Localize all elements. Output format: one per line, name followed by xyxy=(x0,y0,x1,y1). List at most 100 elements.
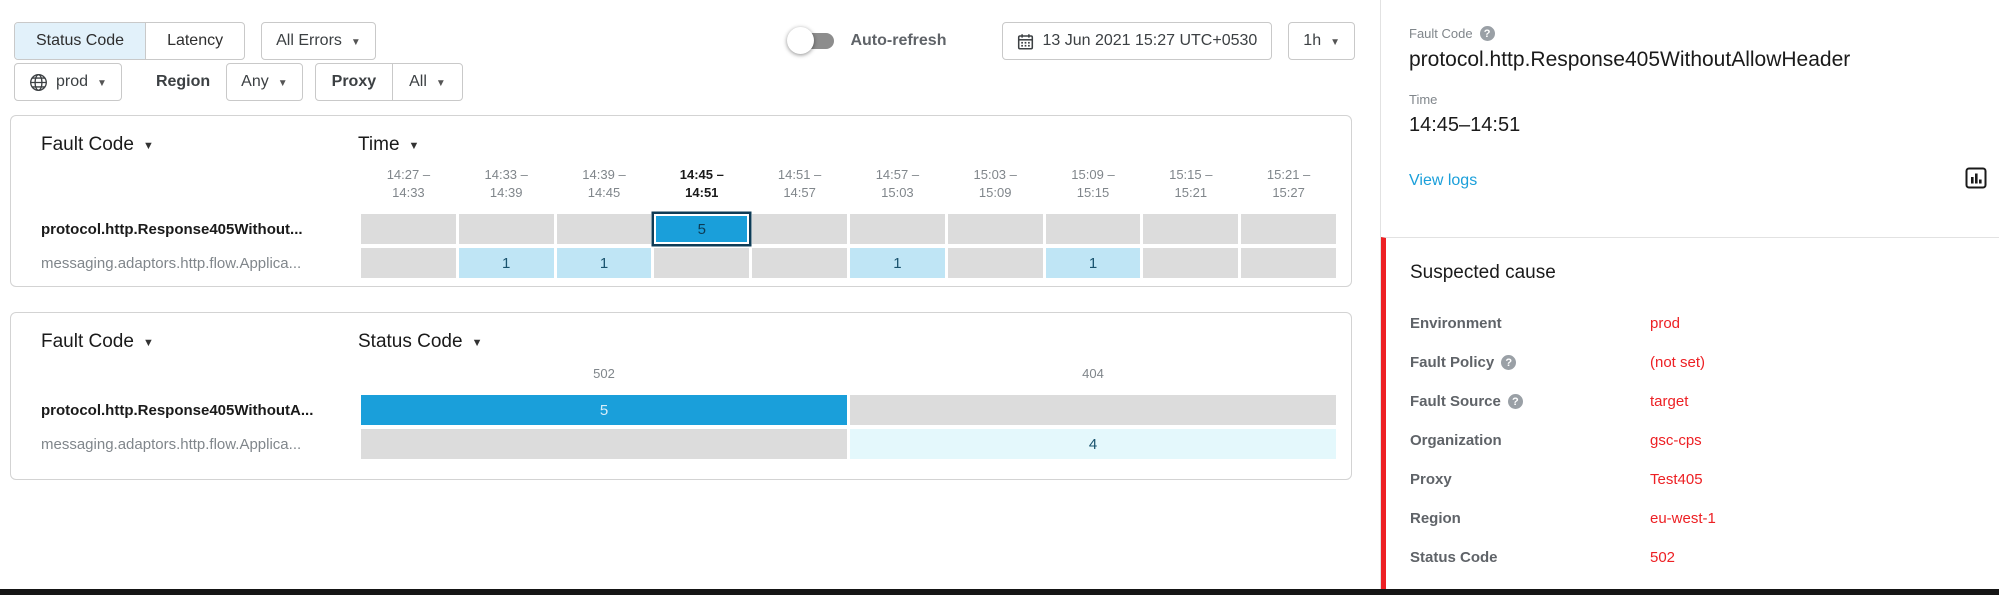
heat-cell-empty[interactable] xyxy=(1143,248,1239,278)
help-icon[interactable]: ? xyxy=(1507,394,1523,409)
heat-cell-empty[interactable] xyxy=(850,214,945,244)
environment-value: prod xyxy=(56,73,89,90)
fault-code-label: Fault Code xyxy=(1409,26,1473,41)
main-content: Status Code Latency All Errors ▼ Auto-re… xyxy=(10,22,1355,480)
kv-key: Region xyxy=(1410,510,1461,527)
kv-value: prod xyxy=(1650,315,1681,332)
kv-value: Test405 xyxy=(1650,471,1703,488)
heat-cell-empty[interactable] xyxy=(556,214,652,244)
suspected-cause-section: Suspected cause Environment prod Fault Pol… xyxy=(1381,237,1999,589)
heat-cell-empty[interactable] xyxy=(361,214,456,244)
chevron-down-icon: ▼ xyxy=(350,36,361,48)
col-dimension-label: Status Code xyxy=(358,331,463,352)
heat-cell-empty[interactable] xyxy=(458,214,554,244)
proxy-filter-label: Proxy xyxy=(331,73,377,90)
fault-code-field: Fault Code ? xyxy=(1409,26,1987,41)
column-header: 14:57 –15:03 xyxy=(875,167,920,200)
row-label[interactable]: messaging.adaptors.http.flow.Applica... xyxy=(41,254,302,272)
col-dimension-dropdown[interactable]: Status Code ▼ xyxy=(358,331,482,353)
column-header: 14:39 –14:45 xyxy=(582,167,626,200)
kv-key: Environment xyxy=(1410,315,1502,332)
heat-corner xyxy=(11,166,358,210)
chevron-down-icon: ▼ xyxy=(142,140,154,152)
heat-cell-empty[interactable] xyxy=(947,214,1043,244)
column-header: 404 xyxy=(1082,366,1104,381)
heat-cell[interactable]: 5 xyxy=(654,214,750,244)
row-label[interactable]: messaging.adaptors.http.flow.Applica... xyxy=(41,435,302,453)
heat-cell[interactable]: 1 xyxy=(1045,248,1141,278)
heat-cell[interactable]: 5 xyxy=(361,395,847,425)
time-label: Time xyxy=(1409,92,1438,107)
tab-status-code[interactable]: Status Code xyxy=(15,23,146,59)
region-value: Any xyxy=(241,73,269,90)
metric-tab-group: Status Code Latency xyxy=(14,22,246,60)
heat-cell-empty[interactable] xyxy=(850,395,1336,425)
proxy-value: All xyxy=(409,73,427,90)
column-header: 14:27 –14:33 xyxy=(386,167,431,200)
help-icon[interactable]: ? xyxy=(1479,26,1495,41)
auto-refresh-label: Auto-refresh xyxy=(850,32,947,49)
view-logs-row: View logs xyxy=(1409,167,1987,194)
heat-cell[interactable]: 1 xyxy=(556,248,652,278)
chevron-down-icon: ▼ xyxy=(97,77,107,89)
auto-refresh-toggle[interactable] xyxy=(787,27,835,54)
proxy-dropdown[interactable]: All ▼ xyxy=(392,64,462,100)
column-header: 15:09 –15:15 xyxy=(1071,167,1115,200)
column-header: 15:21 –15:27 xyxy=(1266,167,1311,200)
calendar-icon xyxy=(1017,33,1034,50)
proxy-filter-group: Proxy All ▼ xyxy=(314,63,463,101)
detail-panel: Fault Code ? protocol.http.Response405Wi… xyxy=(1380,0,1999,595)
heat-cell-empty[interactable] xyxy=(1143,214,1239,244)
column-header: 15:03 –15:09 xyxy=(973,167,1017,200)
view-logs-link[interactable]: View logs xyxy=(1409,171,1478,189)
errors-filter-label: All Errors xyxy=(276,32,342,49)
heatmap-card-time: Fault Code ▼ Time ▼ 14:27 –14:33 14:33 –1… xyxy=(10,115,1352,287)
heat-cell-empty[interactable] xyxy=(947,248,1043,278)
globe-icon xyxy=(29,73,48,92)
toggle-knob[interactable] xyxy=(787,27,815,54)
region-dropdown[interactable]: Any ▼ xyxy=(226,63,303,101)
kv-value: (not set) xyxy=(1650,354,1706,371)
kv-key: Fault Source? xyxy=(1410,382,1650,421)
heat-cell[interactable]: 1 xyxy=(458,248,554,278)
chevron-down-icon: ▼ xyxy=(408,140,420,152)
heatmap-grid-time: 14:27 –14:33 14:33 –14:39 14:39 –14:45 14:4… xyxy=(11,166,1336,278)
heatmap-card-status: Fault Code ▼ Status Code ▼ 502 404 protoco… xyxy=(10,312,1352,480)
kv-value: target xyxy=(1650,393,1689,410)
column-header: 14:33 –14:39 xyxy=(484,167,528,200)
column-header: 14:51 –14:57 xyxy=(777,167,822,200)
kv-key: Proxy xyxy=(1410,471,1452,488)
environment-dropdown[interactable]: prod ▼ xyxy=(14,63,122,101)
heat-cell-empty[interactable] xyxy=(752,248,847,278)
heat-cell-empty[interactable] xyxy=(654,248,750,278)
auto-refresh-control: Auto-refresh xyxy=(787,27,947,54)
row-label[interactable]: protocol.http.Response405Without... xyxy=(41,220,303,238)
heat-cell[interactable]: 4 xyxy=(850,429,1336,459)
column-header: 502 xyxy=(593,366,615,381)
time-range-value: 1h xyxy=(1303,32,1322,49)
row-dimension-dropdown[interactable]: Fault Code ▼ xyxy=(41,331,154,353)
heat-cell-empty[interactable] xyxy=(361,248,456,278)
bar-chart-icon[interactable] xyxy=(1965,167,1987,194)
heat-cell-empty[interactable] xyxy=(752,214,847,244)
time-range-dropdown[interactable]: 1h ▼ xyxy=(1288,22,1355,60)
region-filter-label: Region xyxy=(155,73,211,90)
col-dimension-dropdown[interactable]: Time ▼ xyxy=(358,134,419,156)
datetime-picker-button[interactable]: 13 Jun 2021 15:27 UTC+0530 xyxy=(1002,22,1273,60)
fault-code-value: protocol.http.Response405WithoutAllowHea… xyxy=(1409,48,1851,71)
heat-cell-empty[interactable] xyxy=(1241,248,1336,278)
heatmap-grid-status: 502 404 protocol.http.Response405WithoutA.… xyxy=(11,365,1336,459)
row-dimension-label: Fault Code xyxy=(41,331,134,352)
errors-filter-dropdown[interactable]: All Errors ▼ xyxy=(261,22,376,60)
heat-cell[interactable]: 1 xyxy=(850,248,945,278)
tab-latency[interactable]: Latency xyxy=(145,23,244,59)
heat-corner xyxy=(11,365,358,391)
row-label[interactable]: protocol.http.Response405WithoutA... xyxy=(41,401,314,419)
row-dimension-dropdown[interactable]: Fault Code ▼ xyxy=(41,134,154,156)
heat-cell-empty[interactable] xyxy=(1241,214,1336,244)
heat-cell-empty[interactable] xyxy=(361,429,847,459)
heat-cell-empty[interactable] xyxy=(1045,214,1141,244)
help-icon[interactable]: ? xyxy=(1501,355,1517,370)
toolbar-filters: prod ▼ Region Any ▼ Proxy All ▼ xyxy=(14,63,463,101)
column-header: 14:45 –14:51 xyxy=(679,167,724,200)
